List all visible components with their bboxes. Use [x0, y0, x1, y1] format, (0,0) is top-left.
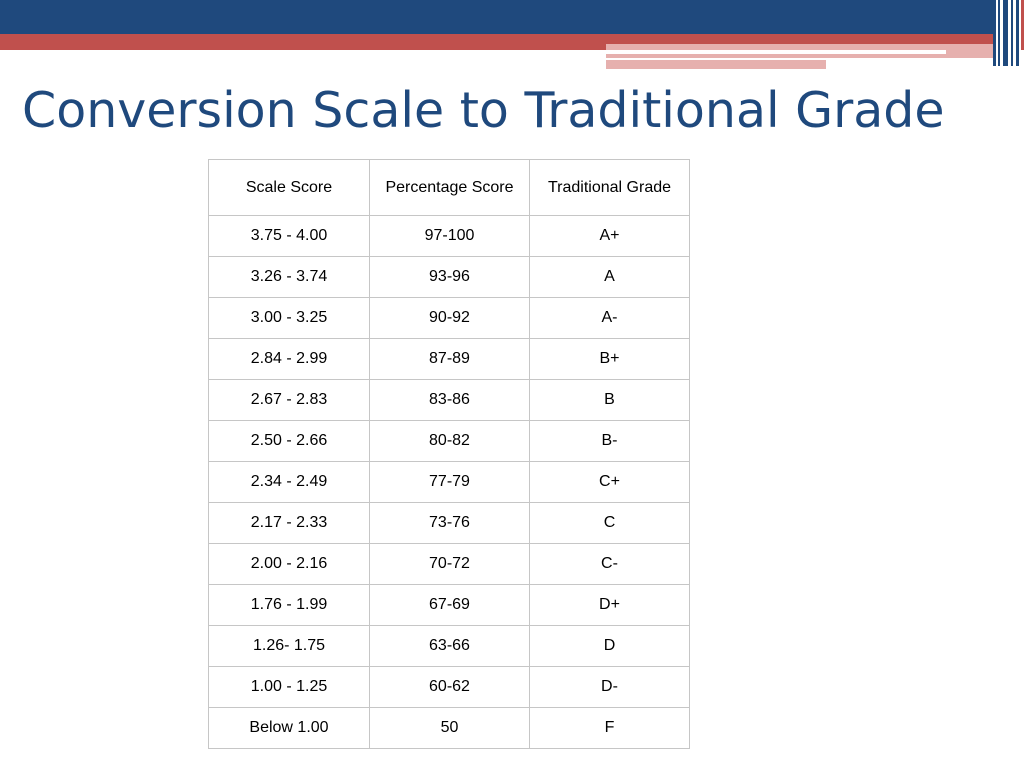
table-header-row: Scale Score Percentage Score Traditional…: [208, 159, 690, 216]
percentage-score-cell: 60-62: [369, 666, 530, 708]
scale-score-cell: 2.50 - 2.66: [208, 420, 370, 462]
percentage-score-cell: 80-82: [369, 420, 530, 462]
table-row: 3.75 - 4.00 97-100 A+: [208, 215, 690, 257]
percentage-score-cell: 50: [369, 707, 530, 749]
traditional-grade-cell: A: [529, 256, 690, 298]
percentage-score-cell: 83-86: [369, 379, 530, 421]
traditional-grade-cell: C-: [529, 543, 690, 585]
header-banner-pink-short: [606, 60, 826, 69]
traditional-grade-cell: D: [529, 625, 690, 667]
table-row: 2.00 - 2.16 70-72 C-: [208, 543, 690, 585]
traditional-grade-cell: C+: [529, 461, 690, 503]
percentage-score-cell: 77-79: [369, 461, 530, 503]
table-row: Below 1.00 50 F: [208, 707, 690, 749]
scale-score-cell: 2.34 - 2.49: [208, 461, 370, 503]
decor-vertical-bar: [998, 0, 1000, 66]
traditional-grade-cell: B+: [529, 338, 690, 380]
traditional-grade-cell: A-: [529, 297, 690, 339]
traditional-grade-cell: B-: [529, 420, 690, 462]
scale-score-cell: 2.00 - 2.16: [208, 543, 370, 585]
table-row: 2.34 - 2.49 77-79 C+: [208, 461, 690, 503]
scale-score-cell: 1.00 - 1.25: [208, 666, 370, 708]
table-row: 3.26 - 3.74 93-96 A: [208, 256, 690, 298]
percentage-score-cell: 70-72: [369, 543, 530, 585]
decor-vertical-bar: [1016, 0, 1019, 66]
scale-score-cell: 2.17 - 2.33: [208, 502, 370, 544]
percentage-score-cell: 87-89: [369, 338, 530, 380]
percentage-score-cell: 90-92: [369, 297, 530, 339]
traditional-grade-cell: B: [529, 379, 690, 421]
table-row: 1.00 - 1.25 60-62 D-: [208, 666, 690, 708]
table-row: 3.00 - 3.25 90-92 A-: [208, 297, 690, 339]
scale-score-cell: 1.76 - 1.99: [208, 584, 370, 626]
traditional-grade-cell: D+: [529, 584, 690, 626]
decor-vertical-bar: [1003, 0, 1008, 66]
column-header-percentage-score: Percentage Score: [369, 159, 530, 216]
traditional-grade-cell: D-: [529, 666, 690, 708]
percentage-score-cell: 67-69: [369, 584, 530, 626]
slide-title: Conversion Scale to Traditional Grade: [22, 82, 945, 139]
decor-vertical-bar: [993, 0, 996, 66]
table-row: 1.76 - 1.99 67-69 D+: [208, 584, 690, 626]
header-banner-blue: [0, 0, 993, 34]
header-banner-line: [606, 50, 946, 54]
percentage-score-cell: 93-96: [369, 256, 530, 298]
scale-score-cell: 2.67 - 2.83: [208, 379, 370, 421]
header-banner-line-short: [826, 63, 946, 66]
scale-score-cell: 1.26- 1.75: [208, 625, 370, 667]
scale-score-cell: Below 1.00: [208, 707, 370, 749]
scale-score-cell: 3.00 - 3.25: [208, 297, 370, 339]
table-row: 1.26- 1.75 63-66 D: [208, 625, 690, 667]
table-row: 2.67 - 2.83 83-86 B: [208, 379, 690, 421]
percentage-score-cell: 97-100: [369, 215, 530, 257]
grade-conversion-table: Scale Score Percentage Score Traditional…: [208, 159, 690, 749]
decor-vertical-bar: [1021, 0, 1024, 50]
table-row: 2.84 - 2.99 87-89 B+: [208, 338, 690, 380]
table-row: 2.17 - 2.33 73-76 C: [208, 502, 690, 544]
column-header-scale-score: Scale Score: [208, 159, 370, 216]
table-row: 2.50 - 2.66 80-82 B-: [208, 420, 690, 462]
scale-score-cell: 3.75 - 4.00: [208, 215, 370, 257]
column-header-traditional-grade: Traditional Grade: [529, 159, 690, 216]
traditional-grade-cell: C: [529, 502, 690, 544]
percentage-score-cell: 73-76: [369, 502, 530, 544]
scale-score-cell: 3.26 - 3.74: [208, 256, 370, 298]
percentage-score-cell: 63-66: [369, 625, 530, 667]
decor-vertical-bar: [1011, 0, 1013, 66]
traditional-grade-cell: A+: [529, 215, 690, 257]
traditional-grade-cell: F: [529, 707, 690, 749]
scale-score-cell: 2.84 - 2.99: [208, 338, 370, 380]
